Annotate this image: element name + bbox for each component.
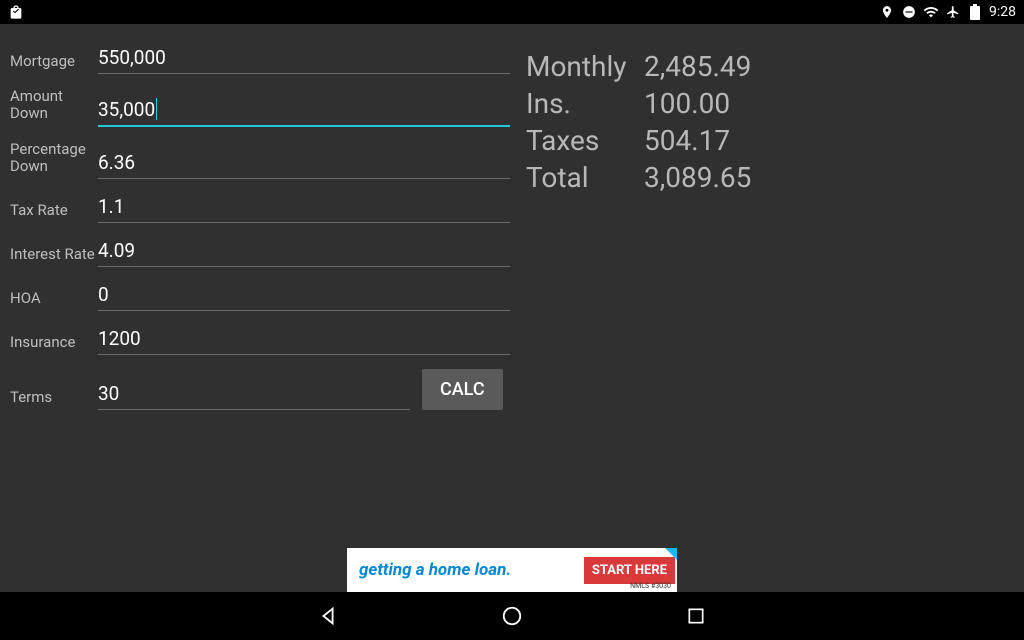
- percentage-down-label: Percentage Down: [10, 141, 98, 180]
- hoa-input[interactable]: [98, 281, 510, 311]
- interest-rate-input[interactable]: [98, 237, 510, 267]
- ad-cta-button[interactable]: START HERE: [584, 557, 675, 584]
- input-form: Mortgage Amount Down 35,000 Percentage D…: [10, 44, 510, 424]
- navigation-bar: [0, 592, 1024, 640]
- tax-rate-input[interactable]: [98, 193, 510, 223]
- back-button[interactable]: [316, 604, 340, 628]
- tax-rate-row: Tax Rate: [10, 193, 510, 223]
- status-time: 9:28: [989, 4, 1016, 20]
- location-icon: [879, 4, 895, 20]
- do-not-disturb-icon: [901, 4, 917, 20]
- amount-down-row: Amount Down 35,000: [10, 88, 510, 127]
- insurance-input[interactable]: [98, 325, 510, 355]
- mortgage-row: Mortgage: [10, 44, 510, 74]
- main-content: Mortgage Amount Down 35,000 Percentage D…: [0, 24, 1024, 434]
- result-ins: Ins. 100.00: [526, 87, 751, 120]
- mortgage-label: Mortgage: [10, 53, 98, 74]
- result-monthly: Monthly 2,485.49: [526, 50, 751, 83]
- mortgage-input[interactable]: [98, 44, 510, 74]
- ad-text: getting a home loan.: [359, 560, 584, 580]
- ad-nmls: NMLS #3030: [630, 582, 671, 590]
- hoa-row: HOA: [10, 281, 510, 311]
- ad-banner[interactable]: getting a home loan. START HERE NMLS #30…: [347, 548, 677, 592]
- terms-input[interactable]: [98, 380, 410, 410]
- airplane-icon: [945, 4, 961, 20]
- amount-down-label: Amount Down: [10, 88, 98, 127]
- calc-button[interactable]: CALC: [422, 369, 503, 410]
- recent-apps-button[interactable]: [684, 604, 708, 628]
- status-bar: 9:28: [0, 0, 1024, 24]
- amount-down-input[interactable]: 35,000: [98, 96, 510, 127]
- results-panel: Monthly 2,485.49 Ins. 100.00 Taxes 504.1…: [510, 44, 751, 424]
- terms-label: Terms: [10, 389, 98, 410]
- interest-rate-label: Interest Rate: [10, 246, 98, 267]
- wifi-icon: [923, 4, 939, 20]
- text-cursor: [156, 98, 157, 120]
- shopping-bag-icon: [8, 4, 24, 20]
- interest-rate-row: Interest Rate: [10, 237, 510, 267]
- insurance-row: Insurance: [10, 325, 510, 355]
- result-taxes: Taxes 504.17: [526, 124, 751, 157]
- percentage-down-input[interactable]: [98, 149, 510, 179]
- tax-rate-label: Tax Rate: [10, 202, 98, 223]
- insurance-label: Insurance: [10, 334, 98, 355]
- battery-icon: [967, 4, 983, 20]
- ad-choices-icon[interactable]: [665, 548, 677, 560]
- percentage-down-row: Percentage Down: [10, 141, 510, 180]
- home-button[interactable]: [500, 604, 524, 628]
- hoa-label: HOA: [10, 290, 98, 311]
- terms-row: Terms CALC: [10, 369, 510, 410]
- result-total: Total 3,089.65: [526, 161, 751, 194]
